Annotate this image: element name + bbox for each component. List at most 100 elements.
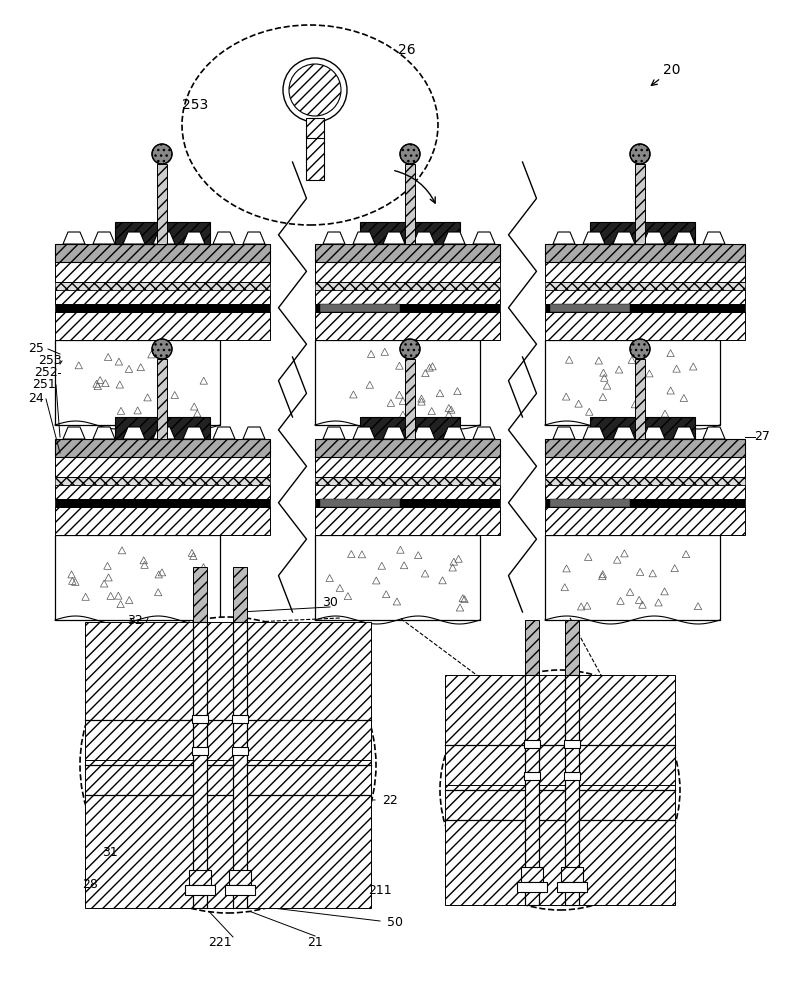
Bar	[55, 507, 270, 535]
Bar	[564, 772, 580, 780]
Bar	[315, 244, 500, 262]
Bar	[564, 740, 580, 748]
Bar	[55, 477, 270, 485]
Bar	[189, 870, 211, 885]
Bar	[545, 499, 745, 507]
Bar	[315, 457, 500, 477]
Bar	[55, 340, 220, 425]
Text: 21: 21	[307, 936, 323, 948]
Bar	[561, 867, 583, 882]
Bar	[524, 772, 540, 780]
Circle shape	[152, 144, 172, 164]
Polygon shape	[63, 427, 85, 439]
Bar	[524, 740, 540, 748]
Polygon shape	[323, 427, 345, 439]
Text: 252: 252	[34, 366, 58, 379]
Bar	[635, 164, 645, 244]
Bar	[193, 622, 207, 908]
Bar	[315, 312, 500, 340]
Polygon shape	[123, 427, 145, 439]
Polygon shape	[383, 232, 405, 244]
Bar	[550, 304, 630, 312]
Bar	[85, 622, 371, 765]
Bar	[225, 885, 255, 895]
Text: 25: 25	[28, 342, 44, 356]
Bar	[157, 164, 167, 244]
Text: 30: 30	[322, 596, 338, 609]
Polygon shape	[353, 427, 375, 439]
Polygon shape	[213, 232, 235, 244]
Bar	[315, 499, 500, 507]
Polygon shape	[473, 232, 495, 244]
Bar	[55, 282, 270, 290]
Circle shape	[283, 58, 347, 122]
Bar	[525, 675, 539, 905]
Text: 251: 251	[32, 378, 56, 391]
Text: 26: 26	[398, 43, 416, 57]
Bar	[545, 477, 745, 485]
Polygon shape	[473, 427, 495, 439]
Bar	[55, 485, 270, 499]
Text: 211: 211	[369, 884, 392, 896]
Bar	[545, 244, 745, 262]
Bar	[315, 535, 480, 620]
Polygon shape	[583, 232, 605, 244]
Bar	[315, 262, 500, 282]
Bar	[192, 747, 208, 755]
Text: 32: 32	[127, 613, 142, 626]
Bar	[545, 312, 745, 340]
Text: 253: 253	[181, 98, 208, 112]
Polygon shape	[63, 232, 85, 244]
Bar	[315, 439, 500, 457]
Bar	[85, 760, 371, 908]
Bar	[545, 457, 745, 477]
Bar	[315, 477, 500, 485]
Polygon shape	[613, 427, 635, 439]
Circle shape	[400, 144, 420, 164]
Circle shape	[152, 339, 172, 359]
Bar	[193, 567, 207, 622]
Polygon shape	[323, 232, 345, 244]
Bar	[545, 535, 720, 620]
Bar	[315, 304, 500, 312]
Circle shape	[400, 339, 420, 359]
Bar	[320, 304, 400, 312]
Polygon shape	[123, 232, 145, 244]
Bar	[229, 870, 251, 885]
Bar	[545, 507, 745, 535]
Polygon shape	[703, 427, 725, 439]
Ellipse shape	[182, 25, 438, 225]
Bar	[565, 675, 579, 905]
Bar	[405, 164, 415, 244]
Bar	[557, 882, 587, 892]
Polygon shape	[353, 232, 375, 244]
Bar	[590, 222, 695, 244]
Polygon shape	[213, 427, 235, 439]
Text: 20: 20	[663, 63, 681, 77]
Bar	[517, 882, 547, 892]
Bar	[315, 290, 500, 304]
Text: 24: 24	[28, 392, 44, 406]
Circle shape	[630, 339, 650, 359]
Bar	[157, 359, 167, 439]
Bar	[315, 340, 480, 425]
Bar	[545, 340, 720, 425]
Bar	[445, 675, 675, 790]
Bar	[521, 867, 543, 882]
Circle shape	[630, 144, 650, 164]
Circle shape	[80, 617, 376, 913]
Bar	[55, 457, 270, 477]
Polygon shape	[93, 427, 115, 439]
Bar	[405, 359, 415, 439]
Bar	[115, 222, 210, 244]
Polygon shape	[443, 232, 465, 244]
Bar	[233, 567, 247, 622]
Polygon shape	[553, 427, 575, 439]
Polygon shape	[183, 427, 205, 439]
Polygon shape	[613, 232, 635, 244]
Bar	[445, 785, 675, 905]
Polygon shape	[643, 427, 665, 439]
Bar	[545, 439, 745, 457]
Bar	[545, 485, 745, 499]
Polygon shape	[643, 232, 665, 244]
